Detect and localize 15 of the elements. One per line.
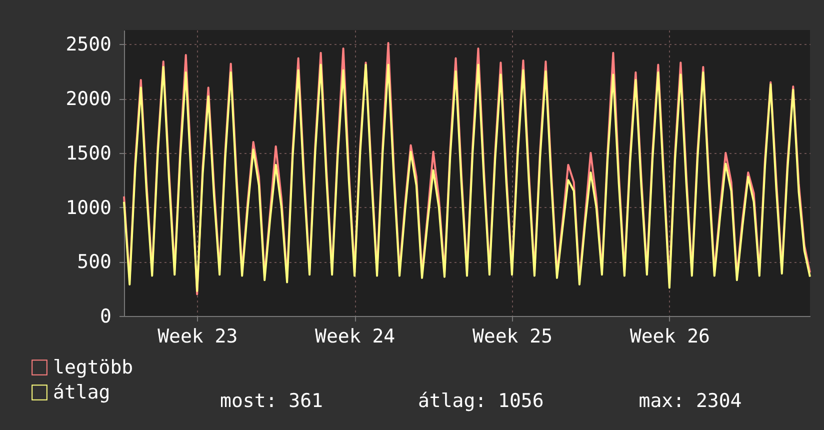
y-tick-label: 1000 xyxy=(66,196,112,219)
text: átlag: 1056 xyxy=(418,390,544,412)
y-tick-label: 2500 xyxy=(66,34,112,56)
text: max: 2304 xyxy=(638,390,742,412)
y-tick-label: 1500 xyxy=(66,142,112,164)
y-tick-label: 2000 xyxy=(66,88,112,110)
text: most: 361 xyxy=(220,390,323,412)
legend-label: legtöbb xyxy=(53,356,134,378)
x-tick-label: Week 26 xyxy=(630,326,710,348)
x-tick-label: Week 23 xyxy=(158,326,238,348)
x-tick-label: Week 25 xyxy=(472,326,553,348)
x-tick-label: Week 24 xyxy=(315,326,396,348)
y-tick-label: 0 xyxy=(100,306,112,328)
legend-label: átlag xyxy=(53,382,110,404)
y-tick-label: 500 xyxy=(77,251,112,274)
